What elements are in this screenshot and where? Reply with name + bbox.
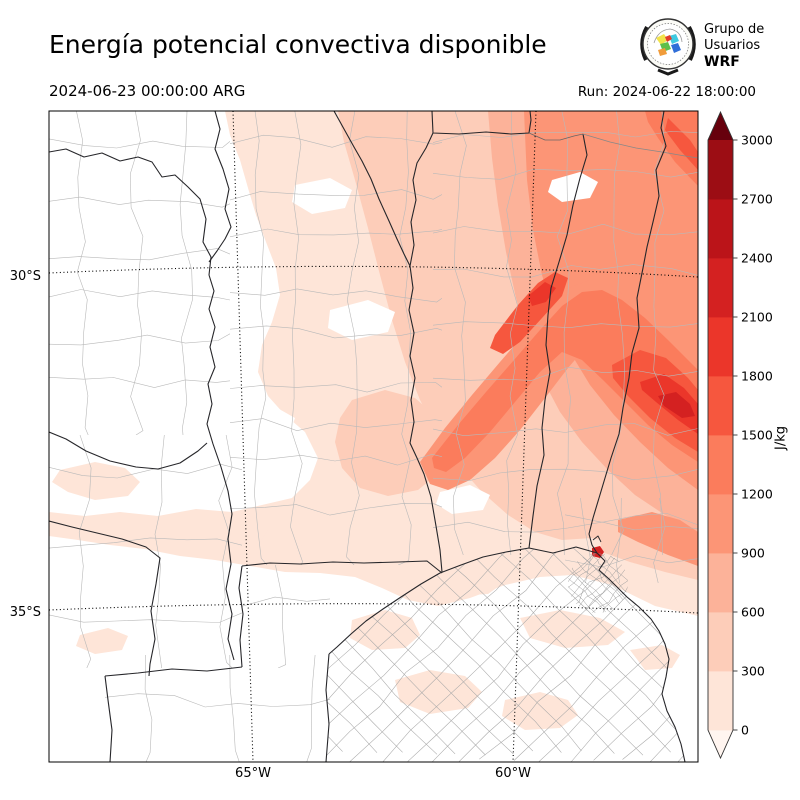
svg-text:1500: 1500: [741, 427, 773, 442]
graticule: [49, 111, 698, 762]
parallel-30s: [49, 265, 698, 278]
svg-text:900: 900: [741, 545, 765, 560]
ytick-30s: 30°S: [9, 269, 41, 284]
svg-text:2700: 2700: [741, 191, 773, 206]
logo-line-1: Grupo de: [704, 22, 765, 37]
map-frame: [48, 110, 699, 763]
province-borders: [49, 111, 698, 762]
svg-text:300: 300: [741, 663, 765, 678]
globe-emblem-icon: [640, 18, 696, 76]
svg-text:1200: 1200: [741, 486, 773, 501]
svg-text:1800: 1800: [741, 368, 773, 383]
xtick-65w: 65°W: [235, 766, 271, 781]
wrf-users-group-logo: [640, 18, 696, 76]
colorbar: 0 300 600 900 1200 1500 1800 2100 2400 2700 3000: [707, 110, 773, 760]
svg-text:600: 600: [741, 604, 765, 619]
cape-shading: [49, 111, 698, 730]
run-time-label: Run: 2024-06-22 18:00:00: [577, 84, 756, 100]
xtick-60w: 60°W: [495, 766, 531, 781]
svg-text:2400: 2400: [741, 250, 773, 265]
ytick-35s: 35°S: [9, 605, 41, 620]
svg-text:0: 0: [741, 722, 749, 737]
svg-text:2100: 2100: [741, 309, 773, 324]
cape-white-gaps: [232, 172, 598, 514]
map-canvas: [49, 111, 698, 762]
logo-text: Grupo de Usuarios WRF: [704, 22, 764, 70]
meridian-65w: [232, 111, 254, 762]
logo-line-3: WRF: [704, 54, 740, 70]
valid-time-label: 2024-06-23 00:00:00 ARG: [49, 82, 246, 100]
meridian-60w: [512, 111, 537, 762]
page-title: Energía potencial convectiva disponible: [49, 30, 547, 59]
svg-text:3000: 3000: [741, 132, 773, 147]
logo-line-2: Usuarios: [704, 38, 761, 53]
